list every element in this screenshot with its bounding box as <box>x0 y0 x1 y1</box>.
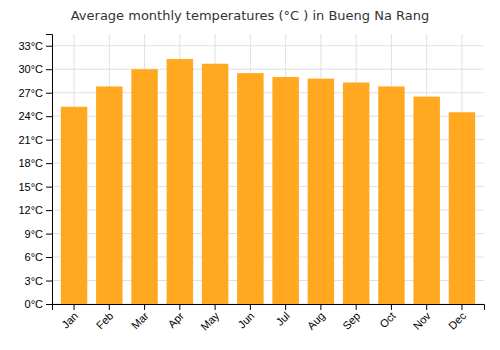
plot-area: Jan Feb Mar Apr May Jun Jul Aug Sep Oct Nov Dec 0°C 3… <box>18 34 484 333</box>
y-tick-mark <box>46 281 52 282</box>
bar <box>96 86 122 304</box>
x-tick: May <box>198 304 222 333</box>
chart-svg: Average monthly temperatures (°C ) in Bu… <box>0 0 500 350</box>
x-tick-mark <box>144 304 145 310</box>
x-tick-mark <box>215 304 216 310</box>
y-tick-label: 24°C <box>18 110 43 122</box>
y-tick-label: 30°C <box>18 63 43 75</box>
bar <box>202 64 228 304</box>
x-tick-label: Sep <box>340 310 362 332</box>
x-tick-label: Jul <box>273 310 291 328</box>
x-tick-mark <box>461 304 462 310</box>
y-tick-label: 9°C <box>25 228 44 240</box>
y-tick-mark <box>46 116 52 117</box>
x-tick: Apr <box>165 304 186 330</box>
chart-title: Average monthly temperatures (°C ) in Bu… <box>71 8 430 23</box>
x-tick-label: Apr <box>165 309 186 330</box>
x-tick-label: May <box>198 309 222 333</box>
x-tick-mark <box>250 304 251 310</box>
x-tick: Nov <box>411 304 434 332</box>
y-tick-mark <box>46 140 52 141</box>
bar <box>449 112 475 304</box>
x-axis-line <box>53 305 485 311</box>
x-tick-mark <box>356 304 357 310</box>
grid <box>52 34 484 304</box>
chart-container: Average monthly temperatures (°C ) in Bu… <box>0 0 500 350</box>
x-tick-mark <box>320 304 321 310</box>
y-grid-line <box>52 69 484 70</box>
y-tick-mark <box>46 210 52 211</box>
bar <box>343 83 369 304</box>
y-tick-label: 15°C <box>18 181 43 193</box>
x-tick-label: Feb <box>94 310 116 332</box>
x-tick: Jan <box>59 304 80 331</box>
x-tick: Feb <box>94 304 116 331</box>
x-tick-label: Mar <box>129 309 151 331</box>
y-tick: 6°C <box>25 251 52 263</box>
bar <box>131 69 157 304</box>
y-tick-mark <box>46 163 52 164</box>
x-tick: Jun <box>236 304 257 331</box>
x-tick-mark <box>391 304 392 310</box>
x-tick: Oct <box>377 304 398 330</box>
y-tick: 27°C <box>18 87 52 99</box>
x-tick-label: Oct <box>377 310 398 331</box>
y-axis-line <box>46 35 53 305</box>
bar <box>272 77 298 304</box>
x-tick: Aug <box>305 304 327 332</box>
x-tick: Sep <box>340 304 362 332</box>
x-tick-mark <box>74 304 75 310</box>
y-tick: 0°C <box>25 298 52 310</box>
y-tick: 3°C <box>25 275 52 287</box>
y-tick-mark <box>46 187 52 188</box>
y-tick-mark <box>46 304 52 305</box>
y-axis: 0°C 3°C 6°C 9°C 12°C 15°C 18°C 21°C 24°C 27°C 30°C… <box>18 35 52 311</box>
bars <box>61 59 475 304</box>
bar <box>167 59 193 304</box>
y-tick-label: 33°C <box>18 40 43 52</box>
y-tick-mark <box>46 234 52 235</box>
x-tick-label: Jan <box>59 310 80 331</box>
y-tick-label: 18°C <box>18 157 43 169</box>
bar <box>413 97 439 304</box>
y-tick-mark <box>46 93 52 94</box>
y-tick: 30°C <box>18 63 52 75</box>
y-tick-label: 27°C <box>18 87 43 99</box>
y-tick-label: 6°C <box>25 251 44 263</box>
y-tick-mark <box>46 69 52 70</box>
x-tick: Jul <box>273 304 291 328</box>
y-tick: 21°C <box>18 134 52 146</box>
y-grid-line <box>52 45 484 46</box>
x-tick-label: Jun <box>236 310 257 331</box>
y-tick-label: 0°C <box>25 298 44 310</box>
y-tick-mark <box>46 257 52 258</box>
y-tick: 15°C <box>18 181 52 193</box>
y-tick-label: 12°C <box>18 204 43 216</box>
x-tick: Mar <box>129 304 151 331</box>
x-tick-mark <box>109 304 110 310</box>
bar <box>237 73 263 304</box>
x-tick-label: Dec <box>446 309 469 332</box>
x-axis: Jan Feb Mar Apr May Jun Jul Aug Sep Oct Nov Dec <box>53 304 485 333</box>
y-tick: 9°C <box>25 228 52 240</box>
y-tick-label: 21°C <box>18 134 43 146</box>
x-tick-mark <box>285 304 286 310</box>
x-tick-mark <box>179 304 180 310</box>
y-tick-mark <box>46 46 52 47</box>
y-tick-label: 3°C <box>25 275 44 287</box>
y-tick: 24°C <box>18 110 52 122</box>
bar <box>308 79 334 304</box>
y-tick: 12°C <box>18 204 52 216</box>
bar <box>61 107 87 304</box>
y-tick: 18°C <box>18 157 52 169</box>
x-tick: Dec <box>446 304 469 332</box>
x-tick-label: Nov <box>411 309 434 332</box>
x-tick-label: Aug <box>305 310 327 332</box>
x-tick-mark <box>426 304 427 310</box>
bar <box>378 86 404 304</box>
y-tick: 33°C <box>18 40 52 52</box>
